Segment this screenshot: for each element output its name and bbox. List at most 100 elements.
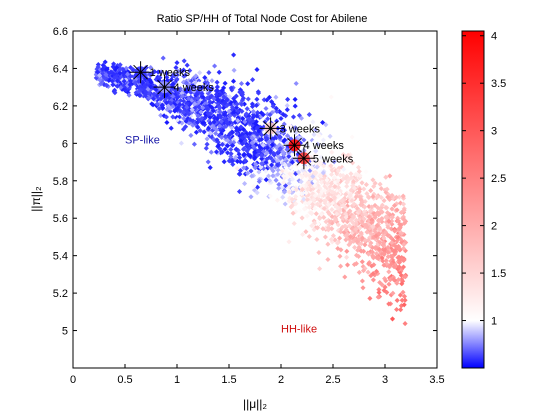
scatter-point <box>221 159 227 165</box>
scatter-point <box>154 101 160 107</box>
scatter-point <box>375 255 381 261</box>
scatter-point <box>239 131 245 137</box>
region-label: HH-like <box>281 323 317 335</box>
annotation-marker-star <box>153 76 176 99</box>
scatter-point <box>100 66 106 72</box>
scatter-point <box>375 205 381 211</box>
annotation-label: 3 weeks <box>280 123 321 135</box>
scatter-point <box>347 208 353 214</box>
colorbar-tick-label: 1 <box>491 316 497 328</box>
scatter-point <box>335 245 341 252</box>
scatter-point <box>357 225 363 231</box>
y-axis-label: ||π||₂ <box>29 186 43 212</box>
scatter-point <box>378 194 384 201</box>
scatter-point <box>399 297 405 303</box>
scatter-point <box>383 258 389 264</box>
scatter-point <box>132 80 139 86</box>
scatter-point <box>387 277 393 283</box>
scatter-point <box>202 75 208 81</box>
scatter-point <box>381 251 387 257</box>
scatter-point <box>206 70 212 76</box>
scatter-point <box>248 194 254 200</box>
annotation-label: 5 weeks <box>313 153 354 165</box>
scatter-point <box>343 214 349 220</box>
scatter-point <box>356 269 362 275</box>
scatter-point <box>240 135 246 141</box>
scatter-point <box>358 230 364 236</box>
scatter-point <box>228 151 234 157</box>
scatter-point <box>281 121 287 127</box>
scatter-point <box>227 113 233 119</box>
scatter-point <box>260 142 266 148</box>
scatter-point <box>216 142 222 148</box>
scatter-point <box>320 137 326 143</box>
scatter-point <box>312 182 318 188</box>
scatter-point <box>102 59 108 65</box>
y-axis-ticks: 5 5.2 5.4 5.6 5.8 6 6.2 6.4 6.6 <box>53 26 437 338</box>
scatter-point <box>196 81 202 87</box>
scatter-point <box>197 70 203 76</box>
scatter-point <box>268 155 274 161</box>
scatter-point <box>230 142 236 149</box>
scatter-point <box>242 181 248 187</box>
scatter-point <box>234 101 240 107</box>
scatter-point <box>348 217 354 223</box>
scatter-point <box>314 201 321 207</box>
scatter-point <box>158 96 164 102</box>
scatter-point <box>363 182 369 188</box>
scatter-point <box>325 256 331 263</box>
scatter-point <box>218 118 224 124</box>
scatter-point <box>315 159 321 165</box>
scatter-point <box>277 134 283 140</box>
scatter-point <box>233 146 239 152</box>
scatter-point <box>313 211 319 217</box>
scatter-point <box>268 148 274 154</box>
scatter-point <box>245 81 251 87</box>
scatter-point <box>224 97 230 103</box>
scatter-point <box>324 180 330 186</box>
scatter-point <box>367 295 373 301</box>
scatter-point <box>244 148 250 154</box>
scatter-point <box>394 280 400 286</box>
scatter-point <box>264 156 270 162</box>
scatter-point <box>396 264 402 270</box>
scatter-point <box>237 168 244 174</box>
y-tick-label: 5.4 <box>53 251 68 263</box>
scatter-point <box>347 234 354 240</box>
y-tick-label: 5.2 <box>53 288 68 300</box>
scatter-point <box>195 113 201 119</box>
scatter-point <box>402 274 408 280</box>
scatter-point <box>124 71 131 77</box>
scatter-point <box>347 192 353 198</box>
scatter-point <box>227 94 233 100</box>
colorbar-tick-label: 4 <box>491 31 497 43</box>
scatter-point <box>379 255 385 261</box>
scatter-point <box>217 105 223 111</box>
scatter-point <box>331 175 337 181</box>
scatter-point <box>163 114 169 120</box>
scatter-point <box>274 197 280 203</box>
scatter-point <box>329 226 335 232</box>
scatter-point <box>164 70 170 76</box>
scatter-point <box>299 173 306 180</box>
scatter-point <box>400 201 407 207</box>
scatter-point <box>288 123 294 129</box>
scatter-point <box>379 216 385 222</box>
y-tick-label: 6 <box>62 138 68 150</box>
scatter-point <box>256 128 262 134</box>
scatter-point <box>391 203 398 209</box>
scatter-point <box>286 189 292 195</box>
scatter-point <box>369 217 375 223</box>
scatter-point <box>247 130 253 136</box>
scatter-point <box>175 68 181 74</box>
scatter-point <box>365 237 372 243</box>
scatter-point <box>249 173 255 179</box>
scatter-point <box>249 140 255 146</box>
scatter-point <box>341 166 347 172</box>
scatter-point <box>193 129 199 135</box>
scatter-point <box>385 254 391 260</box>
scatter-point <box>177 102 183 108</box>
scatter-point <box>372 214 378 220</box>
scatter-point <box>205 85 211 91</box>
